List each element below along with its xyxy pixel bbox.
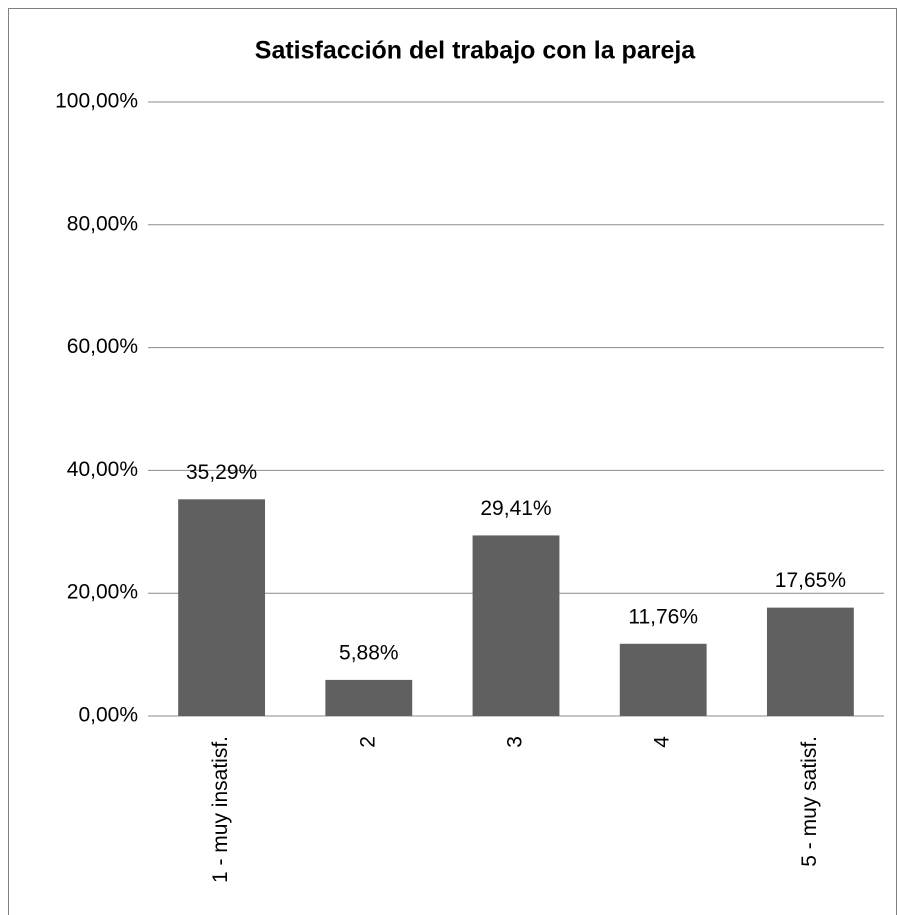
x-tick-label: 4 bbox=[651, 736, 674, 748]
chart-title: Satisfacción del trabajo con la pareja bbox=[255, 37, 697, 65]
data-label: 35,29% bbox=[186, 461, 257, 484]
bar bbox=[178, 499, 266, 716]
y-tick-label: 20,00% bbox=[67, 581, 138, 604]
bar bbox=[325, 679, 413, 716]
x-tick-label: 3 bbox=[504, 736, 527, 748]
y-tick-label: 100,00% bbox=[55, 90, 138, 113]
y-tick-label: 40,00% bbox=[67, 458, 138, 481]
y-tick-label: 0,00% bbox=[78, 704, 138, 727]
bar bbox=[619, 643, 707, 716]
chart-border bbox=[8, 8, 897, 915]
y-tick-label: 60,00% bbox=[67, 335, 138, 358]
bar bbox=[472, 535, 560, 716]
bar bbox=[766, 607, 854, 716]
data-label: 17,65% bbox=[775, 569, 846, 592]
x-tick-label: 1 - muy insatisf. bbox=[209, 736, 232, 883]
x-tick-label: 5 - muy satisf. bbox=[798, 736, 821, 867]
data-label: 5,88% bbox=[339, 641, 399, 664]
x-tick-label: 2 bbox=[356, 736, 379, 748]
y-tick-label: 80,00% bbox=[67, 212, 138, 235]
data-label: 29,41% bbox=[480, 497, 551, 520]
data-label: 11,76% bbox=[628, 605, 698, 628]
